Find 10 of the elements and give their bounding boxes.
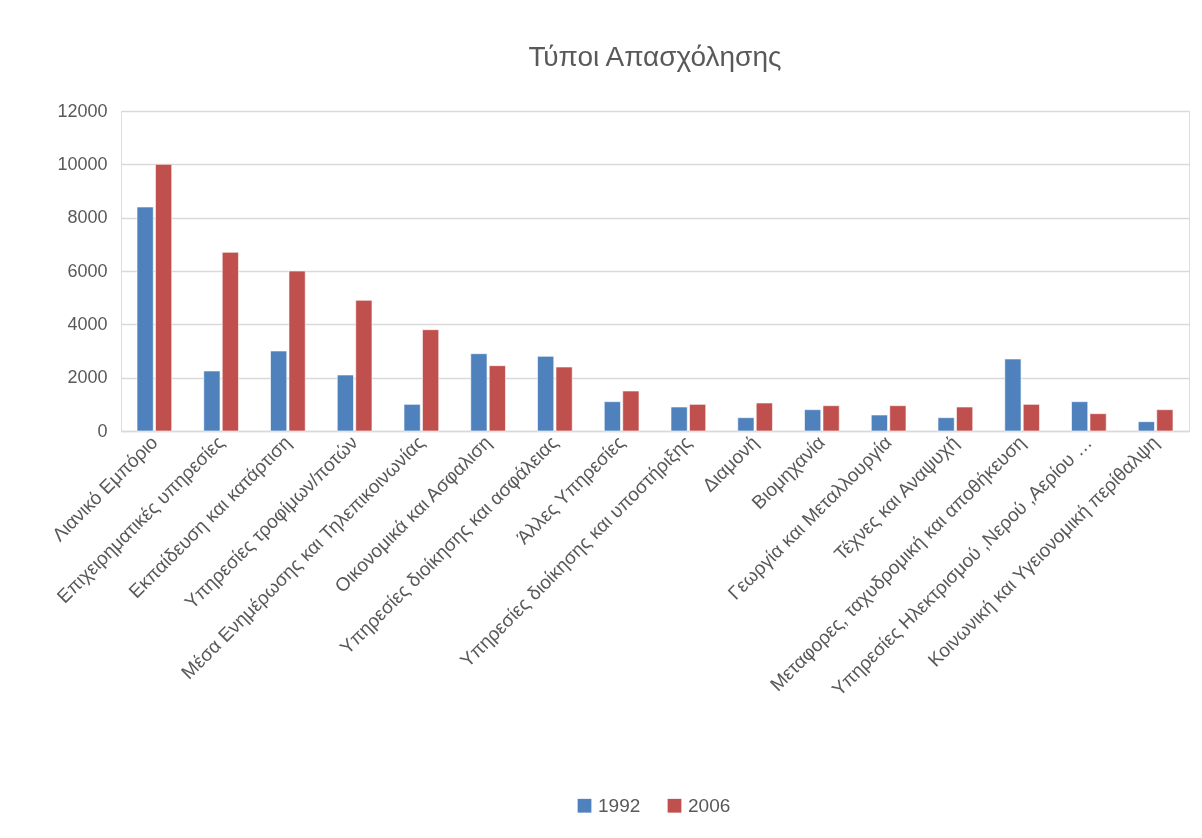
y-tick-label: 12000: [57, 100, 108, 121]
y-tick-label: 0: [97, 420, 108, 441]
legend-label: 2006: [688, 794, 731, 816]
y-tick-label: 8000: [67, 207, 108, 228]
y-tick-label: 6000: [67, 260, 108, 281]
chart-title: Τύποι Απασχόλησης: [528, 41, 782, 72]
y-tick-label: 10000: [57, 153, 108, 174]
legend-label: 1992: [598, 794, 641, 816]
y-tick-label: 2000: [67, 367, 108, 388]
y-tick-label: 4000: [67, 313, 108, 334]
